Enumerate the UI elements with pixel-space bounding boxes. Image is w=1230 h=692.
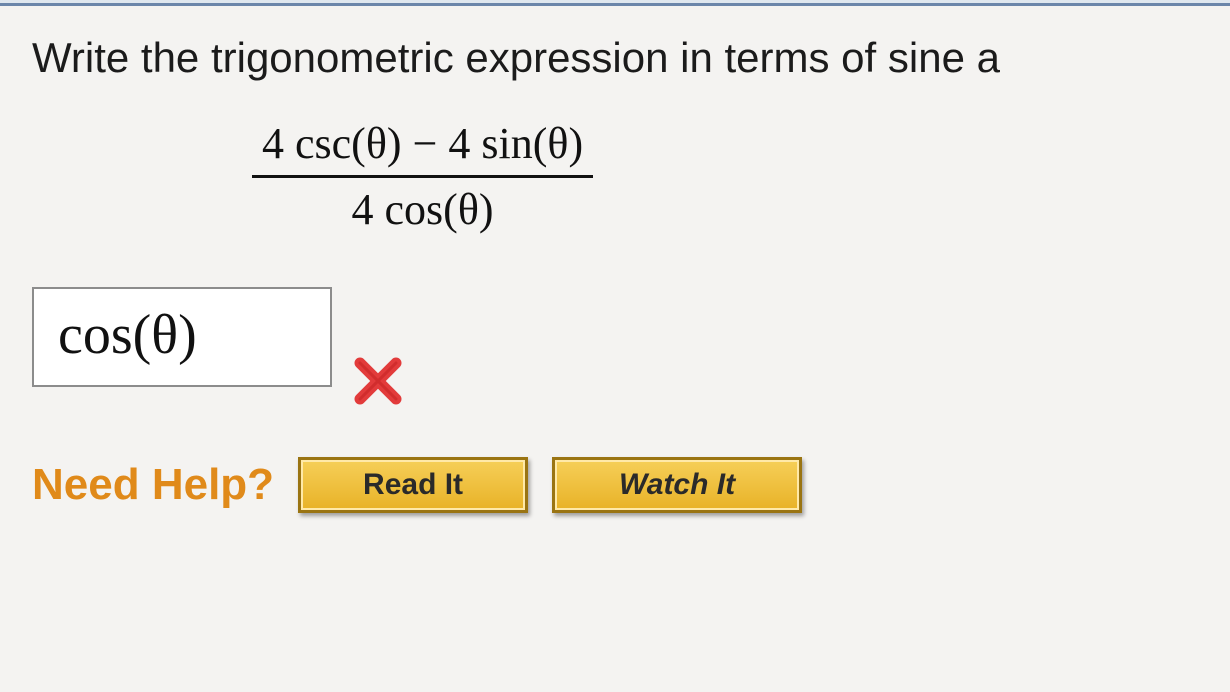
fraction-denominator: 4 cos(θ) <box>252 178 593 235</box>
fraction: 4 csc(θ) − 4 sin(θ) 4 cos(θ) <box>252 118 593 235</box>
read-it-button[interactable]: Read It <box>298 457 528 513</box>
denominator-text: 4 cos(θ) <box>352 185 494 234</box>
numerator-text: 4 csc(θ) − 4 sin(θ) <box>262 119 583 168</box>
need-help-label: Need Help? <box>32 460 274 510</box>
watch-it-button[interactable]: Watch It <box>552 457 802 513</box>
answer-value: cos(θ) <box>58 304 197 366</box>
fraction-numerator: 4 csc(θ) − 4 sin(θ) <box>252 118 593 178</box>
panel-top-border <box>0 0 1230 6</box>
answer-input[interactable]: cos(θ) <box>32 287 332 387</box>
expression-display: 4 csc(θ) − 4 sin(θ) 4 cos(θ) <box>252 118 593 235</box>
question-prompt: Write the trigonometric expression in te… <box>32 34 1198 82</box>
incorrect-icon <box>350 353 406 409</box>
watch-it-label: Watch It <box>619 468 735 501</box>
